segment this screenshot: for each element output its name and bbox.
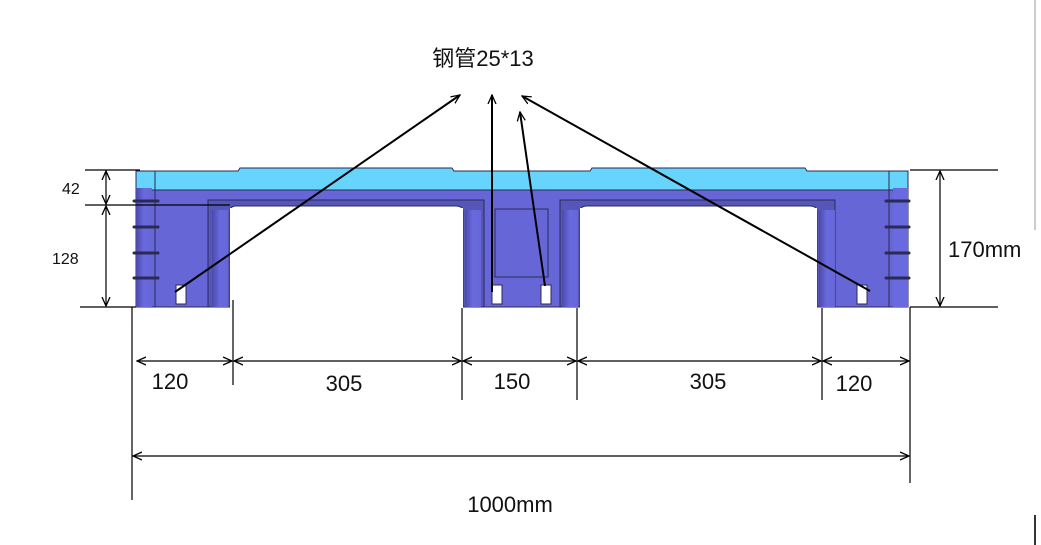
total-height-label: 170mm [948,237,1021,262]
body-height-label: 128 [52,251,79,268]
width-dimensions [131,300,911,500]
width-label-5: 120 [836,371,873,396]
height-dimension-right [910,169,998,308]
top-deck [135,167,909,191]
pallet-body [132,167,911,308]
leader-arrows [174,95,871,293]
steel-tube-slots [175,284,868,305]
total-width-label: 1000mm [467,492,553,517]
right-opening [580,208,817,308]
width-label-4: 305 [690,369,727,394]
height-dimensions-left [80,169,230,308]
width-label-3: 150 [494,369,531,394]
side-ribs [132,199,911,280]
width-label-2: 305 [326,371,363,396]
left-opening [230,208,463,308]
steel-tube-label: 钢管25*13 [432,46,534,71]
width-label-1: 120 [152,369,189,394]
center-block-panel [494,208,549,278]
top-deck-height-label: 42 [62,181,80,198]
